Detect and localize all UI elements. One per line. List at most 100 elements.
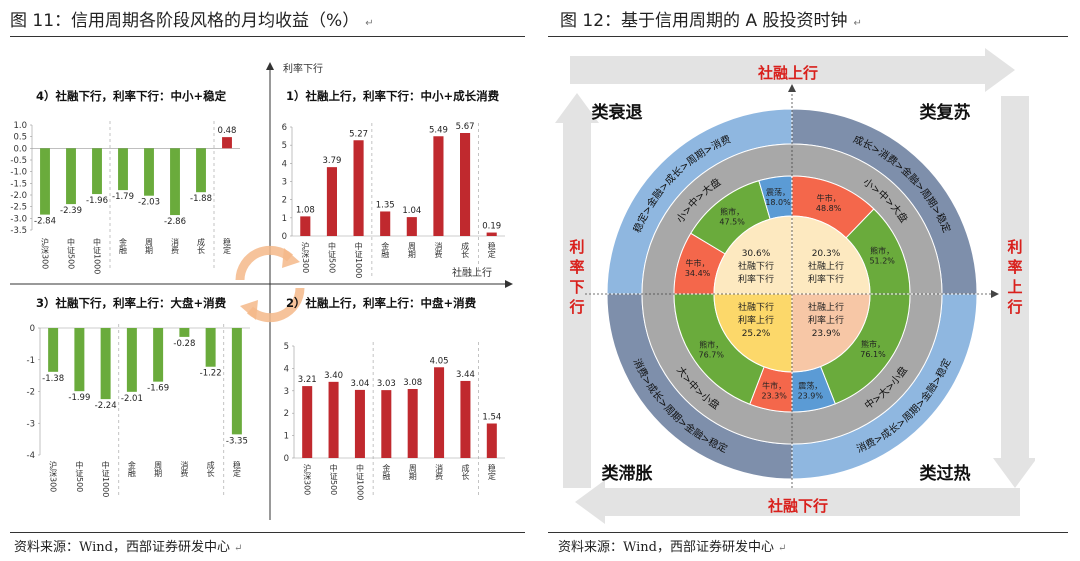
left-title-rule (10, 36, 525, 37)
center-label: 23.9% (812, 329, 841, 339)
y-tick-label: 5 (284, 342, 289, 352)
y-tick-label: 1.0 (13, 121, 27, 131)
bar (460, 132, 471, 236)
category-label: 中证1000 (354, 241, 363, 278)
center-label: 利率下行 (738, 273, 774, 285)
arrow-bottom-icon (575, 480, 1020, 524)
bar (353, 140, 364, 236)
center-label: 社融上行 (808, 301, 844, 313)
bar-value-label: -1.38 (42, 374, 64, 384)
market-sector-value: 51.2% (869, 257, 895, 266)
bar (92, 148, 102, 195)
bar-value-label: 3.44 (456, 370, 475, 380)
y-tick-label: 0 (282, 232, 287, 242)
category-label: 周期 (407, 242, 416, 259)
paragraph-mark: ↵ (365, 18, 374, 29)
y-tick-label: 2 (282, 196, 287, 206)
category-label: 中证500 (75, 460, 84, 492)
cycle-arrows-icon (235, 245, 305, 323)
category-label: 中证500 (67, 237, 76, 269)
y-tick-label: -2.0 (10, 191, 27, 201)
category-label: 金融 (381, 241, 390, 259)
style-returns-chart: 利率下行 社融上行 4）社融下行，利率下行：中小+稳定 1.0 0.50.0 -0.5… (10, 62, 513, 520)
y-tick-label: 4 (282, 159, 287, 169)
clock-axis-up-icon (788, 84, 796, 92)
corner-label-stagflation: 类滞胀 (602, 463, 653, 484)
y-tick-label: 2 (284, 409, 289, 419)
axis-label-credit-up: 社融上行 (452, 266, 492, 279)
arrow-left-icon (555, 93, 599, 488)
bar-value-label: 4.05 (430, 356, 449, 366)
bar-value-label: 5.67 (456, 122, 475, 132)
bar (460, 380, 471, 458)
corner-label-overheat: 类过热 (920, 463, 971, 484)
bar (74, 328, 85, 392)
bar (326, 167, 337, 236)
y-tick-label: -1.5 (10, 179, 27, 189)
market-sector-value: 23.9% (798, 391, 824, 400)
bar (300, 216, 311, 236)
arrow-label-rate-up-char: 利 (1007, 238, 1022, 256)
category-label: 周期 (408, 464, 417, 481)
bar-value-label: -1.79 (112, 192, 134, 202)
bar-value-label: 3.40 (324, 371, 343, 381)
bar-value-label: -1.88 (190, 194, 212, 204)
bar (354, 389, 365, 458)
bar (40, 148, 50, 215)
bar (48, 328, 59, 372)
market-sector-value: 76.7% (699, 351, 725, 360)
market-sector-label: 熊市， (870, 246, 894, 256)
center-label: 利率上行 (808, 314, 844, 326)
center-sector (791, 293, 871, 373)
y-tick-label: -2 (27, 388, 35, 398)
bar-panel: 4）社融下行，利率下行：中小+稳定 1.0 0.50.0 -0.5 -1.0-1.5 -2… (10, 89, 240, 274)
bar-value-label: -2.01 (121, 394, 143, 404)
center-label: 社融下行 (738, 301, 774, 313)
arrow-label-credit-up: 社融上行 (757, 64, 818, 82)
bar-value-label: -3.35 (226, 436, 248, 446)
bar-value-label: 5.27 (349, 129, 368, 139)
bar (118, 148, 128, 191)
left-source-text: 资料来源：Wind，西部证券研发中心 (14, 540, 230, 555)
panel-title: 3）社融下行，利率上行：大盘+消费 (36, 296, 227, 310)
category-label: 稳定 (223, 237, 232, 255)
bar (126, 328, 137, 392)
bar (381, 390, 392, 458)
right-figure-title: 图 12：基于信用周期的 A 股投资时钟 ↵ (560, 6, 862, 31)
arrow-label-rate-up-char: 率 (1007, 258, 1022, 276)
bar (205, 328, 216, 367)
center-sector (713, 293, 793, 373)
bar (222, 137, 232, 149)
bar (328, 381, 339, 458)
bar (196, 148, 206, 193)
bar (100, 328, 111, 400)
bar-value-label: -2.03 (138, 198, 160, 208)
market-sector-label: 震荡， (798, 380, 822, 390)
y-tick-label: -2.5 (10, 203, 27, 213)
left-figure-title: 图 11：信用周期各阶段风格的月均收益（%） ↵ (10, 6, 374, 31)
bar (486, 423, 497, 458)
center-label: 30.6% (742, 249, 771, 259)
bar (170, 148, 180, 216)
category-label: 沪深300 (303, 463, 312, 495)
bar-value-label: 5.49 (429, 125, 448, 135)
y-tick-label: 3 (284, 387, 289, 397)
bar (380, 211, 391, 236)
bar-value-label: -1.22 (200, 369, 222, 379)
y-tick-label: 6 (282, 123, 287, 133)
bar (66, 148, 76, 205)
y-tick-label: -0.5 (10, 156, 27, 166)
bar-value-label: 3.21 (298, 375, 317, 385)
bar-value-label: 1.35 (376, 200, 395, 210)
bar-panel: 1）社融上行，利率下行：中小+成长消费 0 1 2 3 4 5 6 1.08 沪深300 3.79 中… (282, 89, 505, 278)
center-label: 利率上行 (738, 314, 774, 326)
center-label: 社融上行 (808, 260, 844, 272)
bar-value-label: -1.69 (147, 384, 169, 394)
category-label: 消费 (180, 460, 189, 478)
left-source: 资料来源：Wind，西部证券研发中心 ↵ (14, 536, 242, 555)
bar (231, 328, 242, 435)
bar (179, 328, 190, 337)
market-sector-value: 23.3% (761, 391, 787, 400)
category-label: 金融 (382, 463, 391, 481)
